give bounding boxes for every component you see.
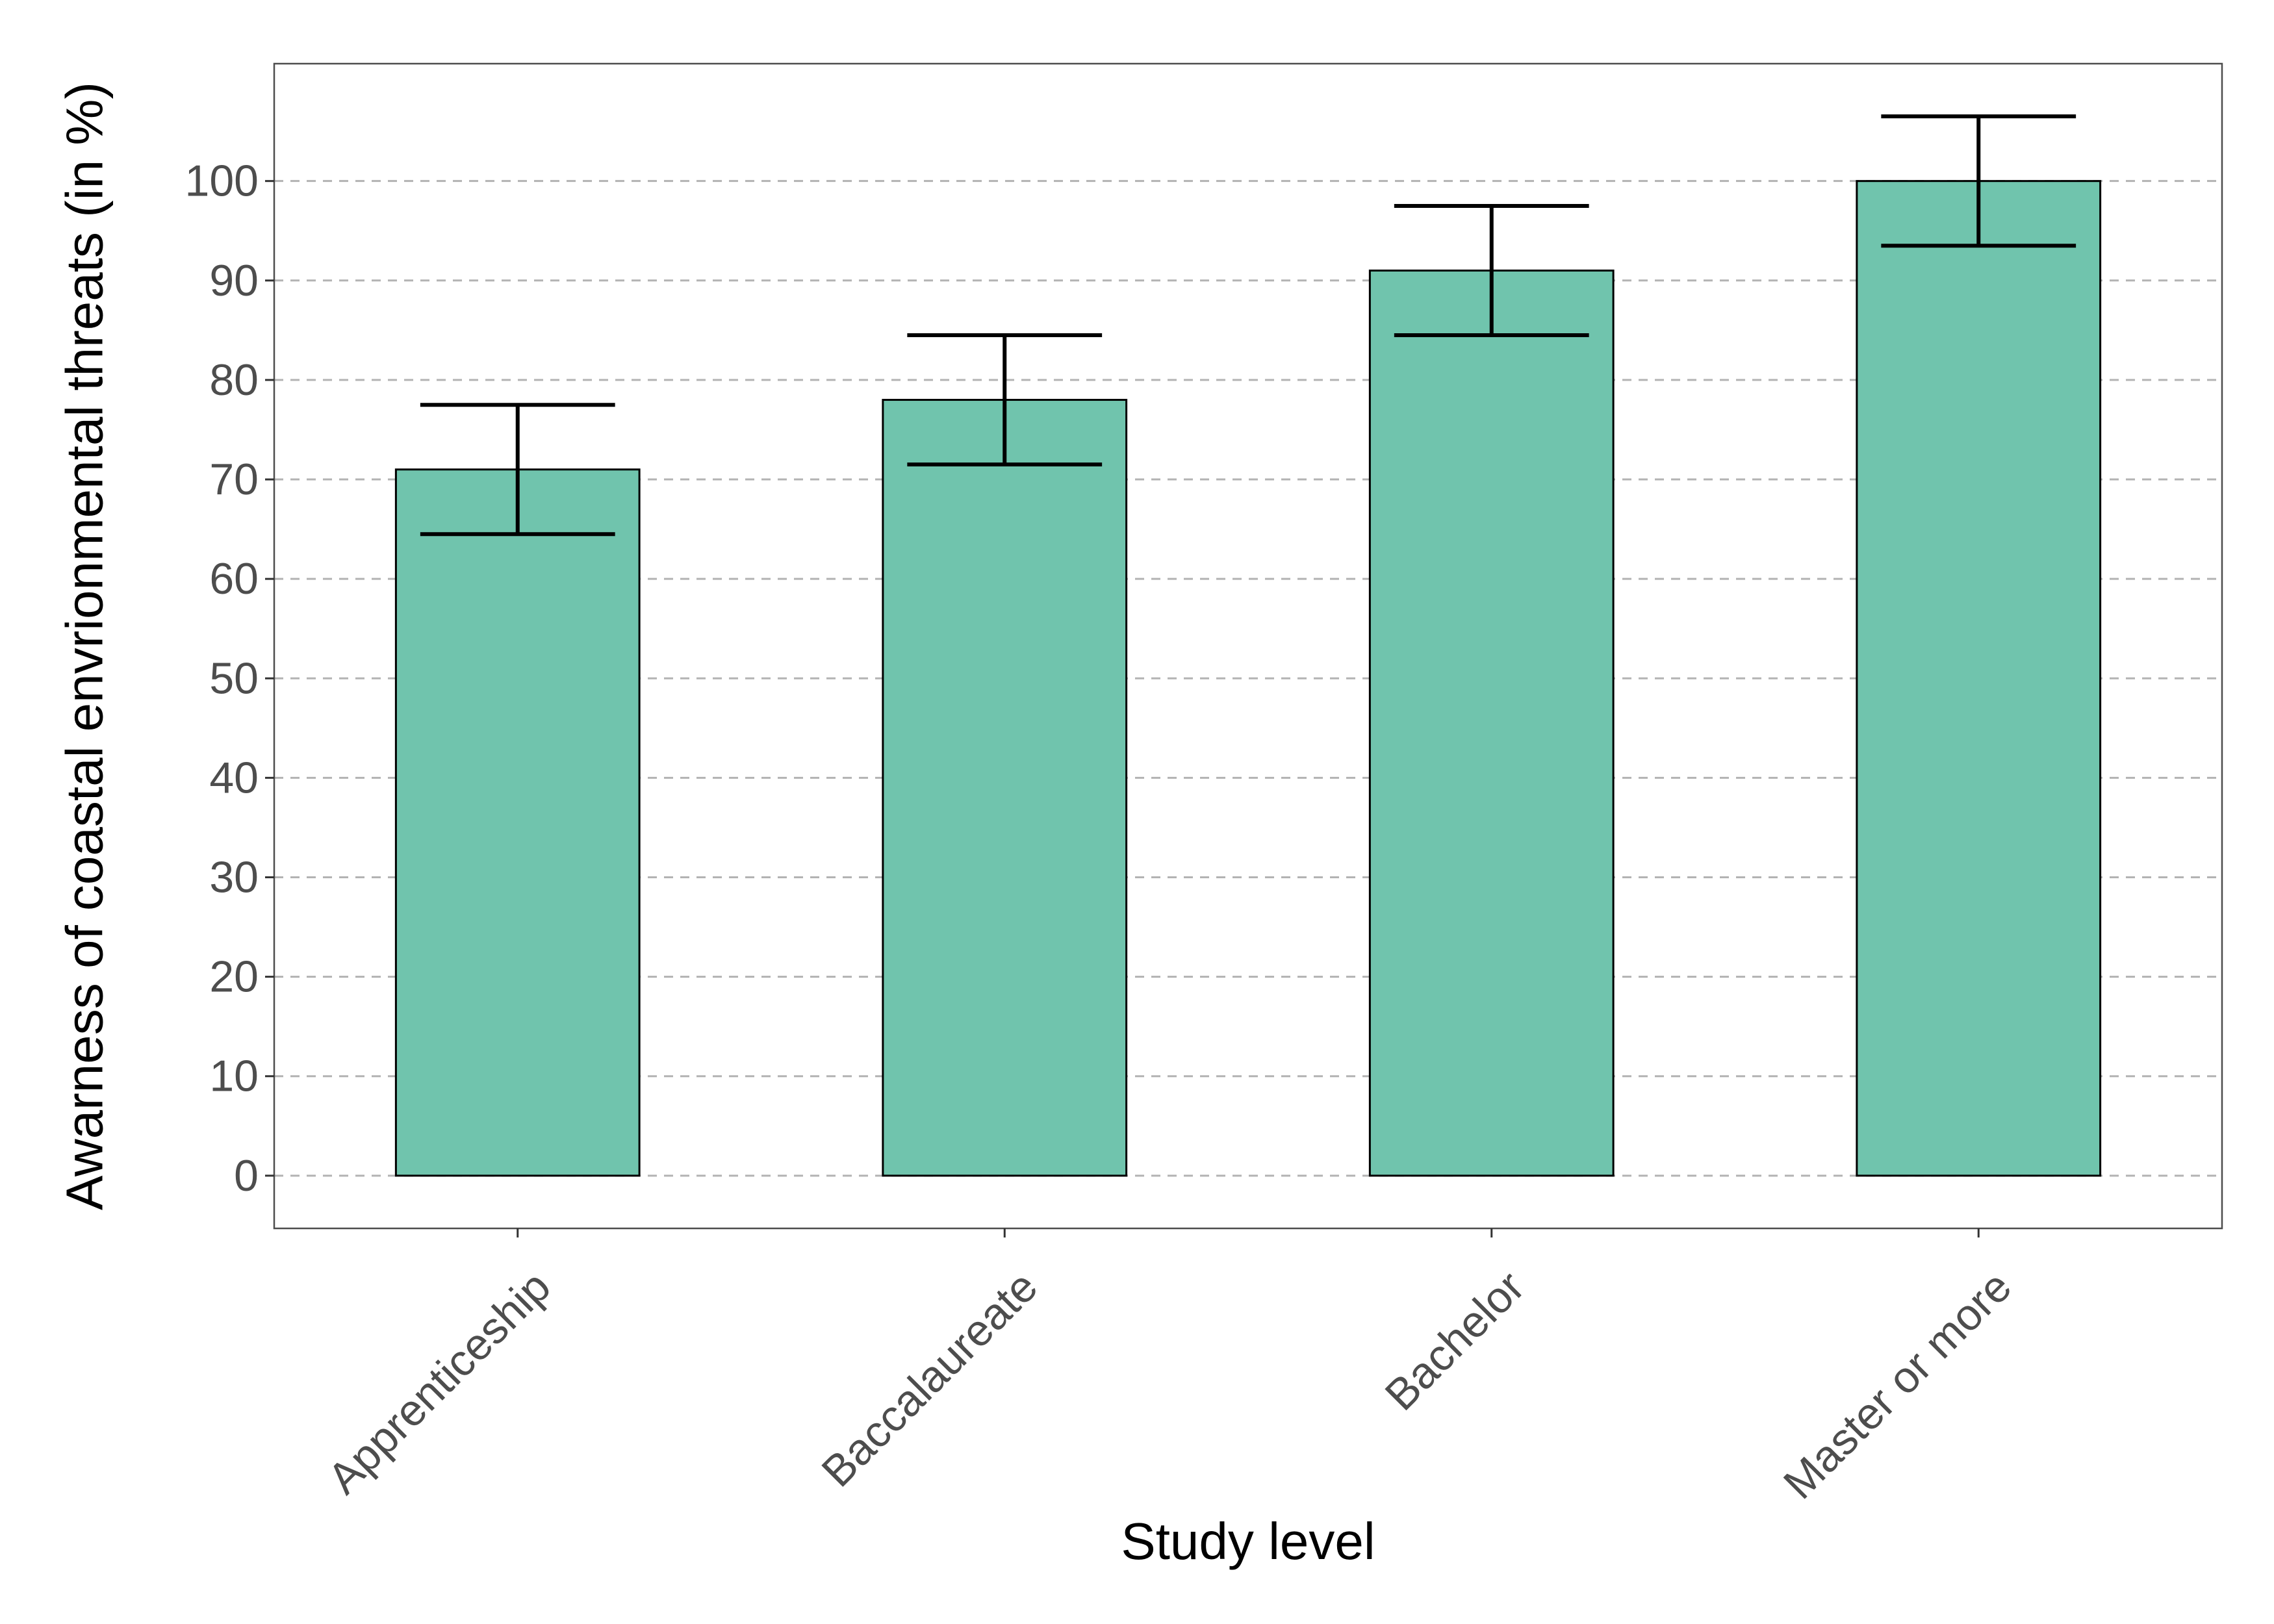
y-tick-label: 90 [209,256,259,305]
error-bars [420,114,2076,537]
y-axis-title: Awarness of coastal envrionmental threat… [56,82,114,1210]
bar [1368,269,1615,1177]
x-tick-label: Bachelor [1375,1262,1534,1420]
y-tick-label: 80 [209,355,259,405]
y-axis-ticks: 0 10 20 30 40 50 60 70 80 90 100 [185,157,274,1200]
y-tick-label: 60 [209,554,259,603]
y-tick-label: 70 [209,455,259,504]
y-tick-label: 20 [209,952,259,1002]
plot-panel-border [273,62,2223,1230]
y-tick-label: 100 [185,157,259,206]
bar [882,399,1128,1177]
y-tick-label: 0 [234,1151,259,1200]
bar [1856,180,2102,1177]
x-tick-label: Baccalaureate [812,1262,1047,1496]
y-tick-label: 30 [209,852,259,902]
y-tick-label: 10 [209,1052,259,1101]
y-tick-label: 40 [209,753,259,802]
y-tick-label: 50 [209,653,259,703]
x-tick-label: Apprenticeship [318,1262,560,1503]
x-axis-title: Study level [1121,1512,1375,1570]
bar [394,468,641,1177]
x-tick-label: Master or more [1774,1262,2021,1508]
x-axis-ticks: Apprenticeship Baccalaureate Bachelor Maste… [318,1228,2021,1508]
